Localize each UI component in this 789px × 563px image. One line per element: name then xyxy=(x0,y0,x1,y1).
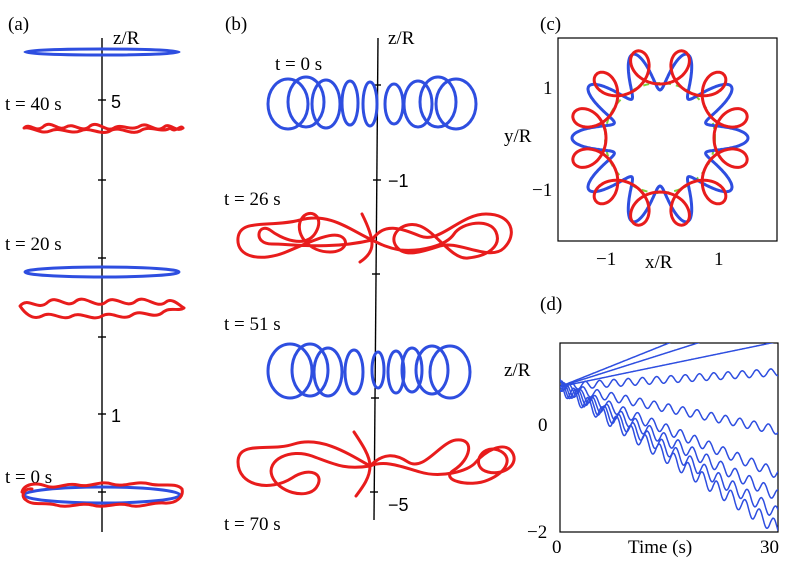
panel-c-frame xyxy=(557,37,778,242)
panel-d-ylabel: z/R xyxy=(504,360,531,381)
vortex-ring-red xyxy=(236,440,372,496)
vortex-ring-red xyxy=(370,212,513,260)
panel-a-tick-label: 5 xyxy=(111,92,121,112)
vortex-ring-red xyxy=(22,122,185,134)
panel-a-axis-label: z/R xyxy=(113,28,140,49)
panel-d-series xyxy=(560,343,778,531)
vortex-ring-red xyxy=(236,211,374,259)
series-line xyxy=(560,380,778,517)
time-label: t = 40 s xyxy=(5,94,62,115)
vortex-ring-red xyxy=(358,212,374,264)
time-label: t = 0 s xyxy=(5,467,52,488)
vortex-ring-red xyxy=(18,297,186,320)
panel-c-xtick: −1 xyxy=(596,249,616,270)
time-label: t = 70 s xyxy=(224,514,281,535)
vortex-ring-blue xyxy=(266,342,472,400)
reference-circle xyxy=(604,82,716,194)
vortex-ring-blue xyxy=(23,47,181,57)
panel-c-ytick: −1 xyxy=(532,180,552,201)
panel-b-z-axis xyxy=(373,37,379,521)
panel-c-ytick: 1 xyxy=(543,78,553,99)
panel-d-label: (d) xyxy=(540,294,562,315)
vortex-ring-red-topview xyxy=(571,49,749,227)
vortex-ring-blue-topview xyxy=(570,52,750,224)
panel-a-tick-label: 1 xyxy=(111,406,121,426)
panel-c-xtick: 1 xyxy=(714,249,724,270)
panel-d: (d) z/R 0 −2 0 30 Time (s) xyxy=(504,294,779,558)
panel-c-ylabel: y/R xyxy=(504,126,532,147)
series-line xyxy=(560,343,701,388)
time-label: t = 0 s xyxy=(275,54,322,75)
panel-c: (c) y/R x/R 1 −1 −1 1 xyxy=(504,14,778,273)
panel-d-ytick: 0 xyxy=(538,415,548,436)
series-line xyxy=(560,368,778,391)
panel-d-xlabel: Time (s) xyxy=(628,537,692,558)
time-label: t = 26 s xyxy=(224,189,281,210)
series-line xyxy=(560,381,778,499)
panel-d-ytick: −2 xyxy=(527,522,547,543)
vortex-ring-red xyxy=(368,438,516,485)
vortex-ring-red xyxy=(352,430,372,498)
panel-b-tick-label: −1 xyxy=(388,171,409,191)
panel-c-label: (c) xyxy=(540,14,561,35)
series-line xyxy=(560,343,672,388)
panel-a: (a) z/R 5 1 t = 40 s t = 20 s t = 0 s xyxy=(5,14,186,532)
vortex-ring-blue xyxy=(266,75,478,131)
vortex-ring-red xyxy=(20,481,184,508)
series-line xyxy=(560,379,778,531)
panel-d-frame xyxy=(559,342,779,533)
panel-d-xtick: 30 xyxy=(760,537,779,558)
panel-b-axis-label: z/R xyxy=(388,28,415,49)
panel-b-tick-label: −5 xyxy=(388,495,409,515)
series-line xyxy=(560,343,775,388)
series-line xyxy=(560,383,778,435)
panel-d-xtick: 0 xyxy=(552,537,562,558)
vortex-ring-blue xyxy=(23,265,181,279)
time-label: t = 20 s xyxy=(5,234,62,255)
panel-b-label: (b) xyxy=(225,14,247,35)
time-label: t = 51 s xyxy=(224,314,281,335)
panel-b: (b) z/R −1 −5 t = 0 s t = 26 s t = 51 s xyxy=(224,14,516,535)
panel-a-label: (a) xyxy=(8,14,29,35)
series-line xyxy=(560,383,778,479)
panel-c-xlabel: x/R xyxy=(645,252,673,273)
